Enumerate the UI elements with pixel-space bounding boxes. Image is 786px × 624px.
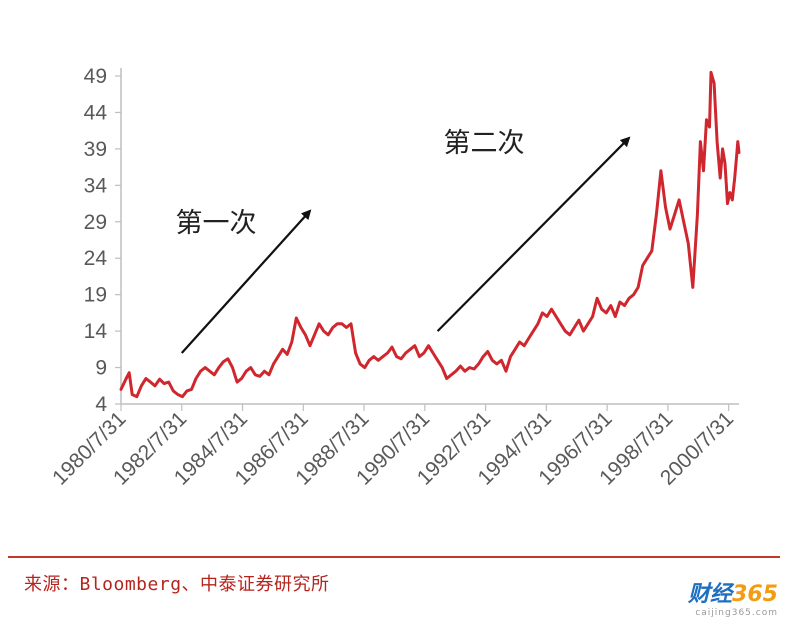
y-tick-label: 49: [84, 65, 107, 88]
y-tick-label: 39: [84, 138, 107, 161]
y-tick-label: 44: [84, 101, 108, 124]
y-tick-label: 19: [84, 284, 107, 307]
y-tick-label: 9: [95, 357, 107, 380]
y-tick-label: 4: [95, 393, 107, 416]
annotation-layer: 第一次 第二次: [176, 128, 631, 354]
y-tick-label: 24: [84, 247, 108, 270]
watermark-logo: 财经365 caijing365.com: [688, 576, 778, 618]
axes: [115, 68, 739, 411]
y-tick-label: 29: [84, 211, 107, 234]
watermark-number: 365: [732, 582, 778, 607]
annotation-arrow: [180, 209, 312, 354]
annotation-label: 第一次: [176, 208, 257, 239]
annotation-label: 第二次: [444, 128, 525, 159]
line-chart: 4914192429343944491980/7/311982/7/311984…: [48, 65, 741, 490]
series-layer: [119, 70, 741, 399]
tick-labels: 4914192429343944491980/7/311982/7/311984…: [48, 65, 738, 490]
y-tick-label: 34: [84, 174, 108, 197]
watermark-brand: 财经: [688, 582, 733, 607]
source-note: 来源：Bloomberg、中泰证券研究所: [24, 574, 330, 595]
series-line: [119, 70, 741, 399]
y-tick-label: 14: [84, 320, 108, 343]
watermark-site: caijing365.com: [695, 608, 778, 618]
annotation-arrow: [436, 136, 631, 332]
footer-divider: [8, 556, 780, 558]
